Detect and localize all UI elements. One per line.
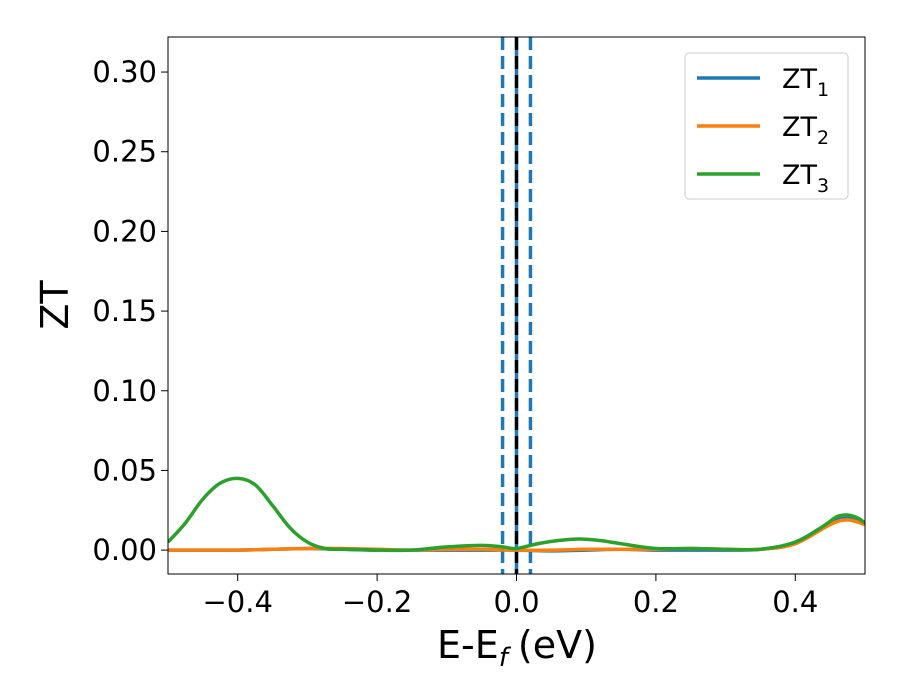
y-tick-label: 0.25 xyxy=(92,135,157,169)
y-tick-label: 0.30 xyxy=(92,55,157,89)
x-tick-label: 0.2 xyxy=(633,585,679,619)
x-tick-label: −0.4 xyxy=(202,585,272,619)
legend-label-3: ZT3 xyxy=(782,160,829,197)
x-axis-label-main: E-E xyxy=(437,623,499,667)
x-axis-ticks: −0.4 −0.2 0.0 0.2 0.4 xyxy=(202,574,818,619)
y-tick-label: 0.05 xyxy=(92,453,157,487)
series-line-3 xyxy=(168,476,865,553)
legend-label-2: ZT2 xyxy=(782,112,829,149)
y-tick-label: 0.00 xyxy=(92,533,157,567)
x-tick-label: −0.2 xyxy=(342,585,412,619)
legend-frame xyxy=(684,52,849,200)
x-axis-label: E-Ef (eV) xyxy=(437,623,597,673)
x-tick-label: 0.0 xyxy=(493,585,539,619)
series-layer xyxy=(168,476,865,553)
y-axis-label: ZT xyxy=(33,280,77,330)
y-tick-label: 0.15 xyxy=(92,294,157,328)
legend: ZT1 ZT2 ZT3 xyxy=(684,52,849,200)
y-tick-label: 0.10 xyxy=(92,374,157,408)
y-axis-ticks: 0.00 0.05 0.10 0.15 0.20 0.25 0.30 xyxy=(92,55,168,567)
x-tick-label: 0.4 xyxy=(772,585,818,619)
x-axis-label-unit: (eV) xyxy=(518,623,597,667)
y-tick-label: 0.20 xyxy=(92,214,157,248)
legend-label-1: ZT1 xyxy=(782,64,829,101)
reference-lines xyxy=(500,37,533,574)
